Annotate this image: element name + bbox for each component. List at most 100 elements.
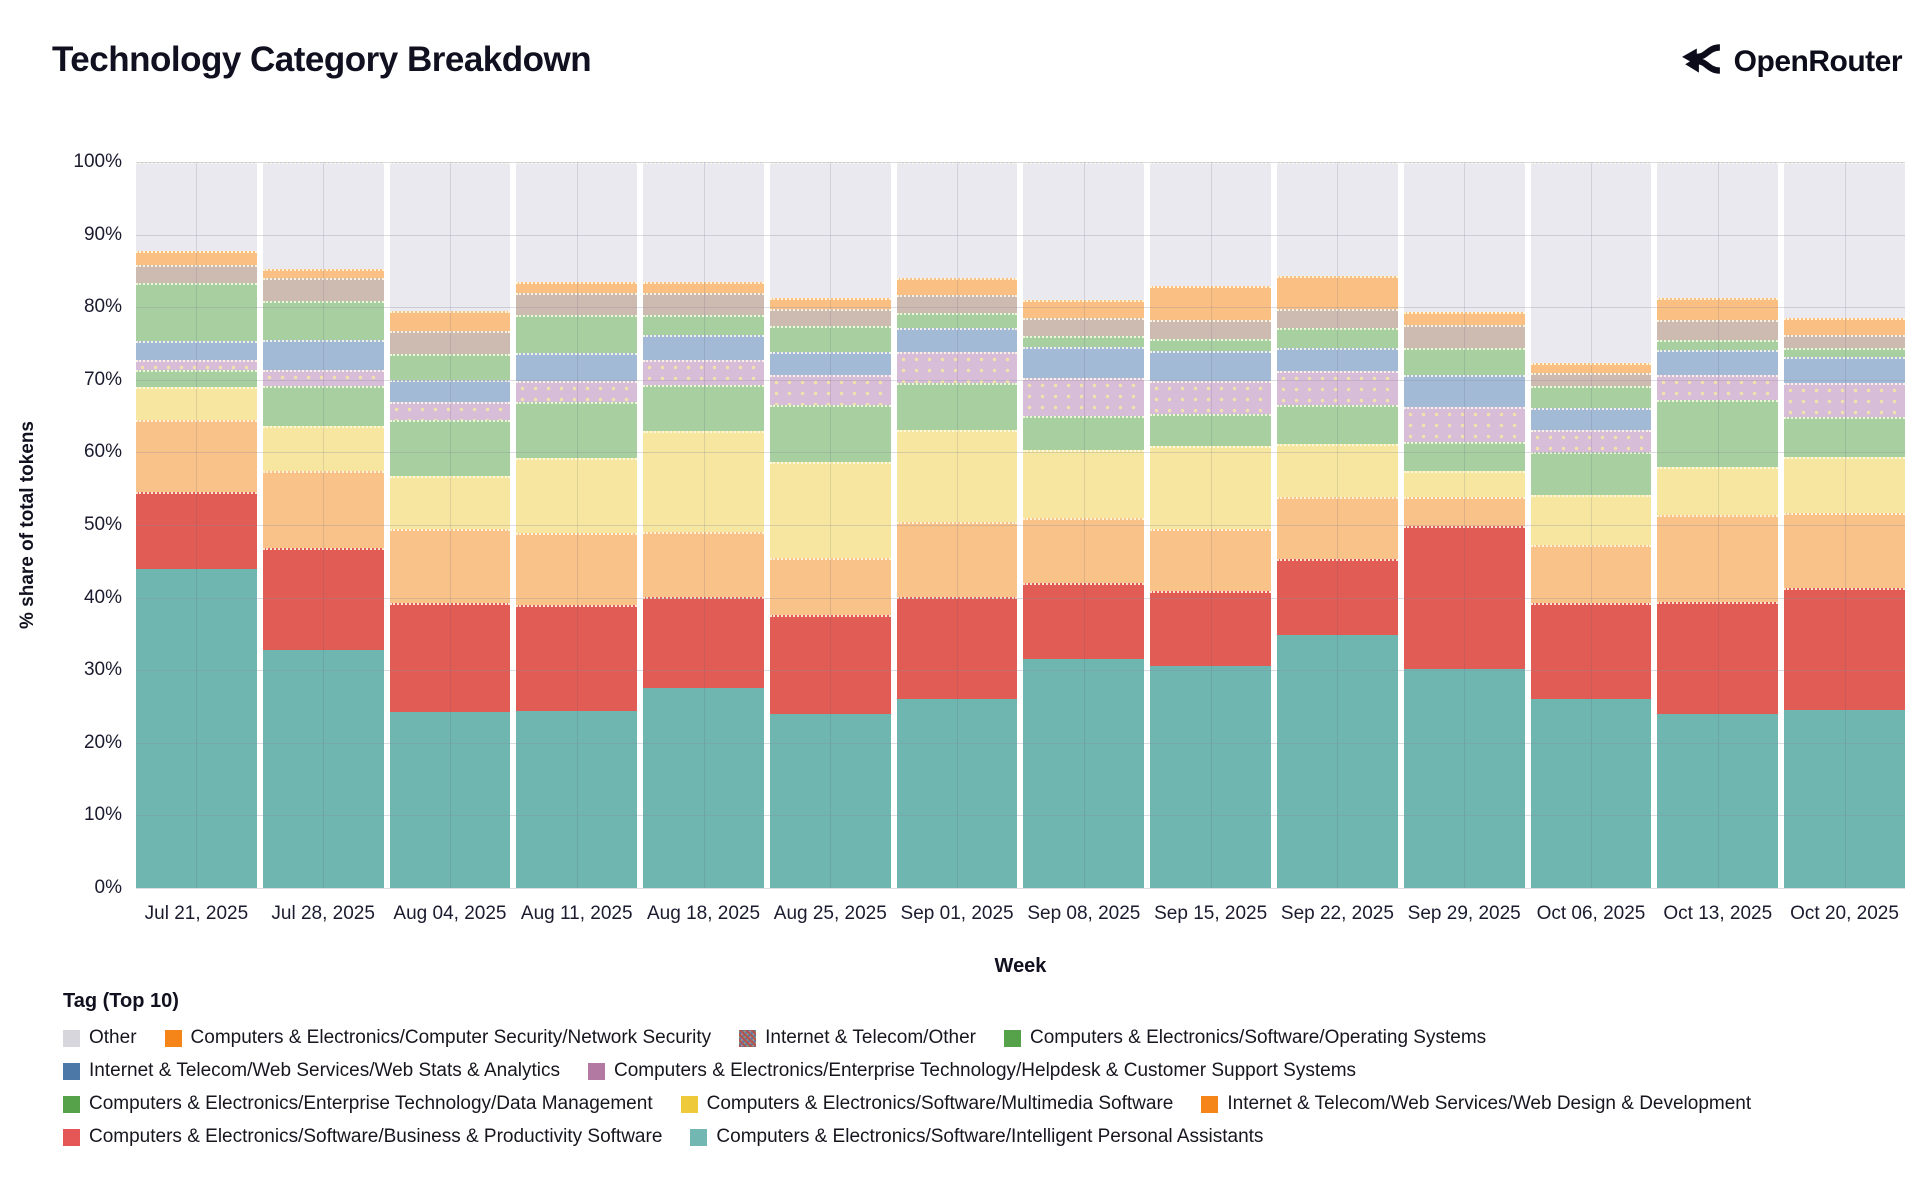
bar-segment-bps[interactable] bbox=[136, 492, 257, 569]
bar-segment-ipa[interactable] bbox=[136, 568, 257, 888]
bar-segment-os[interactable] bbox=[1403, 347, 1525, 375]
bar-segment-ipa[interactable] bbox=[389, 712, 511, 888]
bar-segment-hd[interactable] bbox=[516, 381, 638, 402]
bar-segment-dm[interactable] bbox=[1530, 451, 1652, 496]
bar-segment-it_other[interactable] bbox=[1403, 324, 1525, 348]
bar-segment-other[interactable] bbox=[1784, 162, 1905, 319]
bar-segment-bps[interactable] bbox=[1657, 601, 1779, 714]
bar-segment-bps[interactable] bbox=[389, 603, 511, 713]
bar-segment-ipa[interactable] bbox=[1277, 634, 1398, 888]
bar-segment-os[interactable] bbox=[1784, 347, 1905, 357]
bar-segment-it_other[interactable] bbox=[1150, 319, 1272, 340]
legend-item-wdd[interactable]: Internet & Telecom/Web Services/Web Desi… bbox=[1201, 1093, 1751, 1115]
bar-segment-bps[interactable] bbox=[1403, 525, 1525, 669]
bar-segment-hd[interactable] bbox=[389, 401, 511, 420]
bar-segment-wdd[interactable] bbox=[1657, 514, 1779, 602]
bar-segment-mms[interactable] bbox=[389, 476, 511, 530]
bar-segment-it_other[interactable] bbox=[136, 265, 257, 284]
bar-segment-ipa[interactable] bbox=[1530, 698, 1652, 888]
bar-segment-ipa[interactable] bbox=[643, 688, 764, 888]
bar-segment-bps[interactable] bbox=[1784, 588, 1905, 711]
bar-segment-hd[interactable] bbox=[1150, 380, 1272, 414]
bar-segment-it_other[interactable] bbox=[643, 293, 764, 315]
bar-segment-ipa[interactable] bbox=[769, 713, 891, 888]
bar-segment-wdd[interactable] bbox=[262, 470, 384, 549]
bar-segment-wsa[interactable] bbox=[1657, 350, 1779, 375]
bar-segment-other[interactable] bbox=[1150, 162, 1272, 286]
bar-segment-it_other[interactable] bbox=[1784, 334, 1905, 348]
bar-segment-it_other[interactable] bbox=[896, 294, 1018, 314]
bar-segment-wdd[interactable] bbox=[1784, 513, 1905, 589]
bar-segment-other[interactable] bbox=[769, 162, 891, 298]
bar-segment-it_other[interactable] bbox=[516, 293, 638, 315]
bar-segment-dm[interactable] bbox=[896, 383, 1018, 430]
bar-segment-net_sec[interactable] bbox=[136, 250, 257, 266]
bar-segment-os[interactable] bbox=[262, 301, 384, 340]
bar-segment-os[interactable] bbox=[896, 313, 1018, 329]
bar-segment-other[interactable] bbox=[1023, 162, 1145, 301]
bar-segment-it_other[interactable] bbox=[769, 309, 891, 327]
bar-segment-bps[interactable] bbox=[643, 596, 764, 689]
bar-segment-mms[interactable] bbox=[1150, 445, 1272, 530]
bar-segment-net_sec[interactable] bbox=[1023, 300, 1145, 319]
bar-segment-ipa[interactable] bbox=[262, 649, 384, 888]
bar-segment-bps[interactable] bbox=[262, 548, 384, 650]
bar-segment-hd[interactable] bbox=[769, 374, 891, 405]
legend-item-net_sec[interactable]: Computers & Electronics/Computer Securit… bbox=[164, 1027, 711, 1049]
bar-segment-hd[interactable] bbox=[896, 351, 1018, 384]
bar-segment-it_other[interactable] bbox=[1277, 309, 1398, 329]
legend-item-other[interactable]: Other bbox=[63, 1027, 137, 1049]
bar-segment-hd[interactable] bbox=[643, 359, 764, 385]
bar-segment-ipa[interactable] bbox=[516, 710, 638, 888]
bar-segment-other[interactable] bbox=[1657, 162, 1779, 298]
bar-segment-other[interactable] bbox=[136, 162, 257, 251]
bar-segment-os[interactable] bbox=[1150, 339, 1272, 351]
bar-segment-net_sec[interactable] bbox=[643, 281, 764, 294]
bar-segment-bps[interactable] bbox=[1530, 603, 1652, 699]
bar-segment-hd[interactable] bbox=[1403, 406, 1525, 443]
bar-segment-net_sec[interactable] bbox=[1277, 276, 1398, 310]
bar-segment-net_sec[interactable] bbox=[896, 278, 1018, 295]
bar-segment-os[interactable] bbox=[389, 353, 511, 380]
bar-segment-mms[interactable] bbox=[1403, 471, 1525, 497]
bar-segment-wdd[interactable] bbox=[769, 558, 891, 616]
bar-segment-dm[interactable] bbox=[516, 401, 638, 459]
bar-segment-hd[interactable] bbox=[1657, 374, 1779, 401]
bar-segment-wsa[interactable] bbox=[136, 340, 257, 360]
bar-segment-wsa[interactable] bbox=[516, 353, 638, 382]
legend-item-it_other[interactable]: Internet & Telecom/Other bbox=[739, 1027, 976, 1049]
bar-segment-dm[interactable] bbox=[1277, 404, 1398, 444]
bar-segment-dm[interactable] bbox=[769, 404, 891, 462]
bar-segment-mms[interactable] bbox=[1023, 450, 1145, 519]
bar-segment-net_sec[interactable] bbox=[1657, 297, 1779, 320]
bar-segment-it_other[interactable] bbox=[1530, 373, 1652, 387]
bar-segment-wsa[interactable] bbox=[389, 379, 511, 402]
bar-segment-net_sec[interactable] bbox=[389, 310, 511, 331]
bar-segment-other[interactable] bbox=[262, 162, 384, 269]
bar-segment-wsa[interactable] bbox=[643, 334, 764, 360]
bar-segment-wdd[interactable] bbox=[1277, 496, 1398, 560]
bar-segment-dm[interactable] bbox=[1150, 413, 1272, 446]
bar-segment-ipa[interactable] bbox=[1023, 658, 1145, 888]
bar-segment-wsa[interactable] bbox=[1403, 374, 1525, 407]
bar-segment-mms[interactable] bbox=[896, 429, 1018, 523]
bar-segment-net_sec[interactable] bbox=[769, 297, 891, 310]
bar-segment-os[interactable] bbox=[1530, 386, 1652, 409]
bar-segment-mms[interactable] bbox=[1530, 495, 1652, 546]
bar-segment-wdd[interactable] bbox=[1530, 545, 1652, 604]
bar-segment-os[interactable] bbox=[516, 314, 638, 353]
bar-segment-wdd[interactable] bbox=[1150, 529, 1272, 592]
bar-segment-net_sec[interactable] bbox=[1150, 285, 1272, 320]
bar-segment-net_sec[interactable] bbox=[1530, 363, 1652, 374]
bar-segment-it_other[interactable] bbox=[389, 330, 511, 354]
legend-item-ipa[interactable]: Computers & Electronics/Software/Intelli… bbox=[690, 1126, 1263, 1148]
bar-segment-other[interactable] bbox=[389, 162, 511, 311]
bar-segment-bps[interactable] bbox=[1277, 559, 1398, 635]
bar-segment-dm[interactable] bbox=[136, 370, 257, 388]
legend-item-mms[interactable]: Computers & Electronics/Software/Multime… bbox=[680, 1093, 1173, 1115]
bar-segment-wdd[interactable] bbox=[1403, 496, 1525, 526]
bar-segment-other[interactable] bbox=[516, 162, 638, 282]
bar-segment-wsa[interactable] bbox=[896, 328, 1018, 352]
bar-segment-bps[interactable] bbox=[516, 604, 638, 711]
bar-segment-wdd[interactable] bbox=[136, 419, 257, 493]
